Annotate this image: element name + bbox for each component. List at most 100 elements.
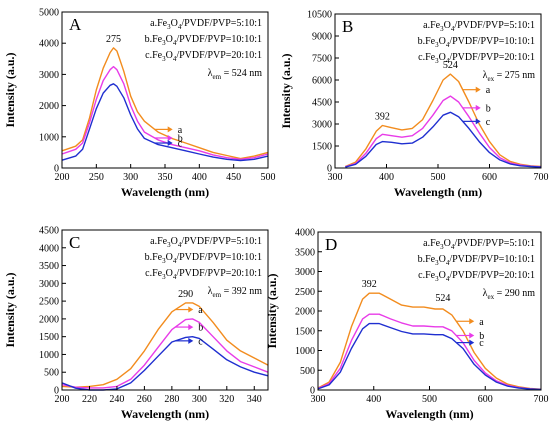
curve-label-c: c bbox=[479, 338, 484, 349]
y-tick-label: 0 bbox=[54, 164, 59, 175]
y-axis-title: Intensity (a.u.) bbox=[265, 273, 279, 348]
wavelength-note: λex = 290 nm bbox=[483, 288, 536, 301]
arrow-head bbox=[469, 332, 475, 339]
x-tick-label: 300 bbox=[328, 172, 343, 183]
arrow-head bbox=[188, 337, 194, 344]
legend-entry: c.Fe3O4/PVDF/PVP=20:10:1 bbox=[145, 268, 262, 281]
y-tick-label: 3500 bbox=[39, 261, 59, 272]
y-axis-title: Intensity (a.u.) bbox=[279, 53, 293, 128]
x-tick-label: 300 bbox=[123, 172, 138, 183]
y-tick-label: 1500 bbox=[39, 332, 59, 343]
x-axis-title: Wavelength (nm) bbox=[394, 185, 482, 199]
arrow-head bbox=[167, 134, 173, 141]
series-a-line bbox=[61, 302, 269, 388]
peak-label: 275 bbox=[106, 34, 121, 45]
peak-label: 392 bbox=[362, 279, 377, 290]
y-axis-title: Intensity (a.u.) bbox=[3, 52, 17, 127]
curve-label-c: c bbox=[178, 139, 183, 150]
y-axis-title: Intensity (a.u.) bbox=[3, 272, 17, 347]
x-tick-label: 400 bbox=[366, 394, 381, 405]
peak-label: 524 bbox=[435, 293, 450, 304]
x-tick-label: 300 bbox=[192, 394, 207, 405]
wavelength-note: λex = 275 nm bbox=[483, 70, 536, 83]
y-tick-label: 4500 bbox=[312, 98, 332, 109]
x-tick-label: 250 bbox=[89, 172, 104, 183]
x-axis-title: Wavelength (nm) bbox=[385, 407, 473, 421]
y-tick-label: 3000 bbox=[39, 70, 59, 81]
arrow-head bbox=[167, 140, 173, 147]
y-tick-label: 2500 bbox=[39, 297, 59, 308]
peak-label: 524 bbox=[443, 60, 458, 71]
curve-label-a: a bbox=[178, 125, 183, 136]
y-tick-label: 2000 bbox=[39, 101, 59, 112]
curve-label-b: b bbox=[486, 103, 491, 114]
panel-B: 300 400 500 600 700 0 1500 3000 4500 6000 7500 9000… bbox=[279, 10, 549, 200]
panel-C: 200 220 240 260 280 300 320 340 0 500 1000 1500 2000… bbox=[3, 226, 269, 421]
curve-label-b: b bbox=[178, 133, 183, 144]
arrow-head bbox=[188, 306, 194, 313]
y-tick-label: 500 bbox=[44, 368, 59, 379]
y-tick-label: 4000 bbox=[39, 39, 59, 50]
x-tick-label: 500 bbox=[431, 172, 446, 183]
curve-label-a: a bbox=[198, 305, 203, 316]
y-tick-label: 4500 bbox=[39, 226, 59, 237]
x-tick-label: 280 bbox=[164, 394, 179, 405]
x-tick-label: 240 bbox=[109, 394, 124, 405]
legend-entry: c.Fe3O4/PVDF/PVP=20:10:1 bbox=[145, 50, 262, 63]
x-tick-label: 500 bbox=[422, 394, 437, 405]
series-c-line bbox=[317, 322, 542, 391]
panel-label: A bbox=[69, 15, 82, 34]
x-tick-label: 260 bbox=[137, 394, 152, 405]
curve-label-c: c bbox=[198, 336, 203, 347]
series-b-line bbox=[61, 318, 269, 389]
peak-label: 392 bbox=[375, 111, 390, 122]
x-tick-label: 320 bbox=[219, 394, 234, 405]
legend-entry: b.Fe3O4/PVDF/PVP=10:10:1 bbox=[418, 36, 535, 49]
legend-entry: a.Fe3O4/PVDF/PVP=5:10:1 bbox=[150, 18, 262, 31]
legend-entry: c.Fe3O4/PVDF/PVP=20:10:1 bbox=[418, 52, 535, 65]
series-b-line bbox=[61, 65, 269, 161]
series-b-line bbox=[345, 95, 542, 168]
wavelength-note: λem = 392 nm bbox=[208, 286, 263, 299]
y-tick-label: 2500 bbox=[295, 287, 315, 298]
y-tick-label: 3000 bbox=[312, 120, 332, 131]
x-tick-label: 350 bbox=[158, 172, 173, 183]
arrow-head bbox=[469, 318, 475, 325]
x-tick-label: 450 bbox=[226, 172, 241, 183]
legend-entry: a.Fe3O4/PVDF/PVP=5:10:1 bbox=[150, 236, 262, 249]
x-tick-label: 500 bbox=[261, 172, 276, 183]
series-c-line bbox=[61, 83, 269, 162]
curve-label-a: a bbox=[486, 85, 491, 96]
y-tick-label: 7500 bbox=[312, 54, 332, 65]
y-tick-label: 4000 bbox=[39, 243, 59, 254]
y-tick-label: 1000 bbox=[39, 132, 59, 143]
curve-label-c: c bbox=[486, 117, 491, 128]
curve-label-b: b bbox=[479, 331, 484, 342]
panel-label: C bbox=[69, 233, 80, 252]
y-tick-label: 500 bbox=[300, 366, 315, 377]
arrow-head bbox=[167, 126, 173, 133]
curve-label-a: a bbox=[479, 317, 484, 328]
y-tick-label: 1500 bbox=[312, 142, 332, 153]
y-tick-label: 1000 bbox=[39, 350, 59, 361]
x-tick-label: 700 bbox=[534, 394, 549, 405]
series-a-line bbox=[61, 47, 269, 160]
y-tick-label: 6000 bbox=[312, 76, 332, 87]
y-tick-label: 0 bbox=[327, 164, 332, 175]
x-tick-label: 400 bbox=[379, 172, 394, 183]
y-tick-label: 3500 bbox=[295, 247, 315, 258]
x-tick-label: 700 bbox=[534, 172, 549, 183]
x-tick-label: 200 bbox=[55, 172, 70, 183]
legend-entry: c.Fe3O4/PVDF/PVP=20:10:1 bbox=[418, 270, 535, 283]
legend-entry: a.Fe3O4/PVDF/PVP=5:10:1 bbox=[423, 20, 535, 33]
legend-entry: b.Fe3O4/PVDF/PVP=10:10:1 bbox=[418, 254, 535, 267]
panel-A: 200 250 300 350 400 450 5000100020003000400050… bbox=[3, 8, 276, 200]
y-tick-label: 0 bbox=[310, 386, 315, 397]
y-tick-label: 1000 bbox=[295, 346, 315, 357]
x-tick-label: 400 bbox=[192, 172, 207, 183]
arrow-head bbox=[188, 324, 194, 331]
series-c-line bbox=[61, 336, 269, 391]
legend-entry: b.Fe3O4/PVDF/PVP=10:10:1 bbox=[145, 252, 262, 265]
plot-frame bbox=[61, 229, 269, 391]
legend-entry: b.Fe3O4/PVDF/PVP=10:10:1 bbox=[145, 34, 262, 47]
